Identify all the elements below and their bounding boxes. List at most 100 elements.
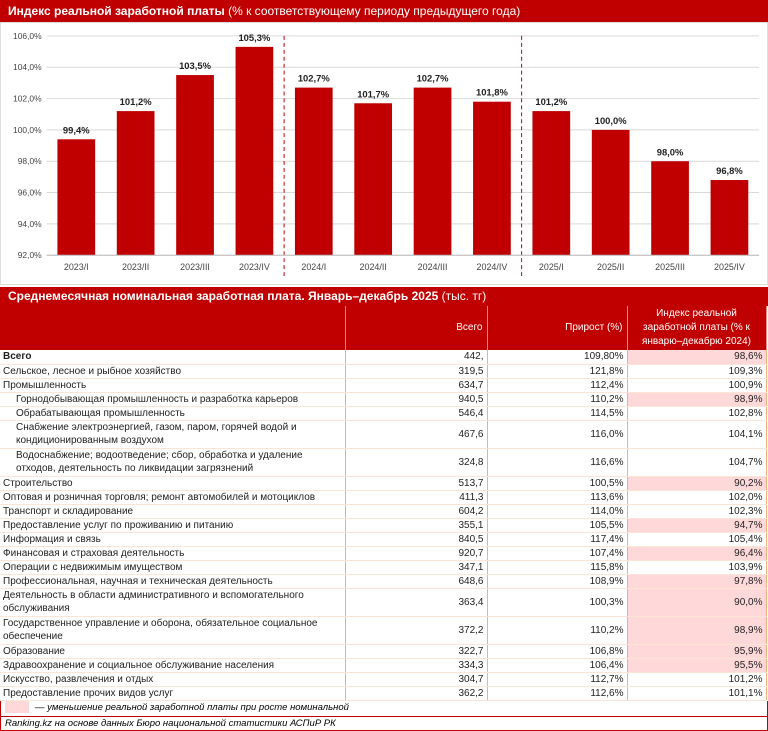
header-label (0, 306, 346, 350)
cell-total: 362,2 (345, 686, 488, 701)
header-total: Всего (345, 306, 488, 350)
cell-growth: 110,2% (487, 392, 628, 407)
cell-index: 98,9% (627, 616, 767, 645)
legend-swatch (5, 701, 29, 714)
cell-label: Информация и связь (0, 532, 346, 547)
y-tick-label: 94,0% (18, 219, 42, 229)
cell-label: Обрабатывающая промышленность (0, 406, 346, 421)
cell-index: 90,0% (627, 588, 767, 617)
cell-growth: 107,4% (487, 546, 628, 561)
cell-growth: 100,5% (487, 476, 628, 491)
cell-total: 442, (345, 350, 488, 365)
table-row: Горнодобывающая промышленность и разрабо… (0, 392, 767, 407)
bar (710, 180, 749, 256)
table-row: Промышленность 634,7 112,4% 100,9% (0, 378, 767, 393)
cell-index: 97,8% (627, 574, 767, 589)
data-label: 102,7% (417, 73, 450, 84)
cell-total: 355,1 (345, 518, 488, 533)
cell-growth: 110,2% (487, 616, 628, 645)
cell-index: 101,2% (627, 672, 767, 687)
x-tick-label: 2024/III (418, 262, 448, 272)
cell-total: 324,8 (345, 448, 488, 477)
bar (354, 103, 393, 256)
cell-growth: 116,6% (487, 448, 628, 477)
cell-label: Искусство, развлечения и отдых (0, 672, 346, 687)
table-row: Обрабатывающая промышленность 546,4 114,5%… (0, 406, 767, 421)
x-tick-label: 2024/I (301, 262, 326, 272)
cell-label: Всего (0, 350, 346, 365)
table-row: Государственное управление и оборона, об… (0, 616, 767, 645)
cell-growth: 121,8% (487, 364, 628, 379)
cell-growth: 109,80% (487, 350, 628, 365)
cell-growth: 113,6% (487, 490, 628, 505)
cell-total: 304,7 (345, 672, 488, 687)
bar (235, 46, 274, 256)
cell-label: Снабжение электроэнергией, газом, паром,… (0, 420, 346, 449)
cell-label: Предоставление услуг по проживанию и пит… (0, 518, 346, 533)
y-tick-label: 100,0% (13, 125, 42, 135)
cell-total: 334,3 (345, 658, 488, 673)
bar (591, 129, 630, 256)
table-row: Предоставление услуг по проживанию и пит… (0, 518, 767, 533)
table-row: Искусство, развлечения и отдых 304,7 112,7… (0, 672, 767, 687)
cell-index: 102,8% (627, 406, 767, 421)
data-label: 101,2% (120, 96, 153, 107)
y-tick-label: 104,0% (13, 62, 42, 72)
cell-total: 920,7 (345, 546, 488, 561)
cell-total: 604,2 (345, 504, 488, 519)
cell-label: Образование (0, 644, 346, 659)
cell-label: Операции с недвижимым имуществом (0, 560, 346, 575)
table-row: Здравоохранение и социальное обслуживани… (0, 658, 767, 673)
cell-index: 102,0% (627, 490, 767, 505)
x-tick-label: 2025/II (597, 262, 624, 272)
cell-index: 95,9% (627, 644, 767, 659)
cell-index: 98,6% (627, 350, 767, 365)
cell-index: 104,1% (627, 420, 767, 449)
cell-index: 104,7% (627, 448, 767, 477)
x-tick-label: 2023/I (64, 262, 89, 272)
cell-growth: 106,8% (487, 644, 628, 659)
cell-growth: 106,4% (487, 658, 628, 673)
cell-label: Финансовая и страховая деятельность (0, 546, 346, 561)
cell-index: 103,9% (627, 560, 767, 575)
cell-growth: 114,0% (487, 504, 628, 519)
data-label: 96,8% (716, 165, 743, 176)
table-row: Строительство 513,7 100,5% 90,2% (0, 476, 767, 491)
bar (473, 101, 511, 256)
cell-total: 634,7 (345, 378, 488, 393)
x-tick-label: 2025/I (539, 262, 564, 272)
cell-total: 648,6 (345, 574, 488, 589)
table-row: Всего 442, 109,80% 98,6% (0, 350, 767, 365)
cell-growth: 100,3% (487, 588, 628, 617)
cell-total: 347,1 (345, 560, 488, 575)
source: Ranking.kz на основе данных Бюро национа… (0, 716, 768, 731)
bar (294, 87, 333, 256)
cell-label: Государственное управление и оборона, об… (0, 616, 346, 645)
cell-total: 840,5 (345, 532, 488, 547)
cell-label: Сельское, лесное и рыбное хозяйство (0, 364, 346, 379)
cell-label: Здравоохранение и социальное обслуживани… (0, 658, 346, 673)
cell-index: 102,3% (627, 504, 767, 519)
table-row: Транспорт и складирование 604,2 114,0% 102,… (0, 504, 767, 519)
chart-title: Индекс реальной заработной платы (% к со… (0, 0, 768, 22)
bar (532, 111, 571, 256)
cell-index: 95,5% (627, 658, 767, 673)
cell-total: 411,3 (345, 490, 488, 505)
bar (651, 161, 689, 256)
table-row: Предоставление прочих видов услуг 362,2 11… (0, 686, 767, 701)
cell-index: 94,7% (627, 518, 767, 533)
data-label: 101,8% (476, 87, 509, 98)
cell-total: 513,7 (345, 476, 488, 491)
cell-label: Деятельность в области административного… (0, 588, 346, 617)
cell-growth: 116,0% (487, 420, 628, 449)
cell-growth: 105,5% (487, 518, 628, 533)
bar (413, 87, 452, 256)
data-label: 101,7% (357, 88, 390, 99)
cell-total: 322,7 (345, 644, 488, 659)
cell-growth: 117,4% (487, 532, 628, 547)
bar-chart: 92,0% 94,0% 96,0% 98,0% 100,0% 102,0% 104,0% 10… (0, 22, 768, 285)
cell-index: 100,9% (627, 378, 767, 393)
x-tick-label: 2023/II (122, 262, 149, 272)
cell-label: Водоснабжение; водоотведение; сбор, обра… (0, 448, 346, 477)
y-tick-label: 98,0% (18, 156, 42, 166)
